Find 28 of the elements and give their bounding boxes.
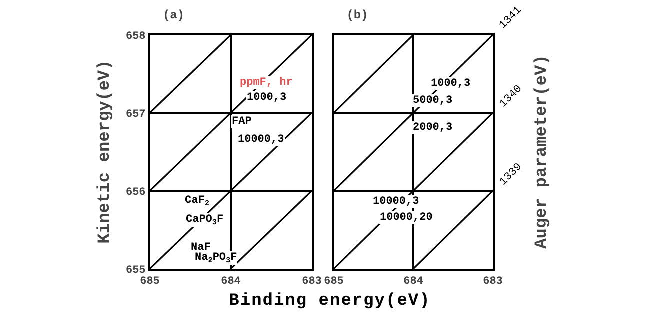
x-tick-label: 685 xyxy=(324,276,344,288)
annotation: CaPO$_{3}$F xyxy=(186,214,224,228)
chart-title: (b) xyxy=(346,8,368,22)
annotation: CaF$_{2}$ xyxy=(185,195,210,208)
y-tick-label: 658 xyxy=(126,30,146,43)
annotation: 1000,3 xyxy=(431,78,472,90)
annotation: Na$_{2}$PO$_{3}$F xyxy=(195,252,238,266)
annotation: 5000,3 xyxy=(413,95,454,107)
y-tick-label: 655 xyxy=(126,264,146,277)
annotation: 10000,3 xyxy=(373,196,420,208)
x-tick-label: 683 xyxy=(483,276,504,288)
annotation: 10000,3 xyxy=(238,134,285,146)
annotation: NaF xyxy=(191,242,211,254)
x-tick-label: 684 xyxy=(221,276,242,288)
chart-title: (a) xyxy=(162,8,185,22)
y-tick-label: 657 xyxy=(126,108,146,121)
y-axis-title: Kinetic energy(eV) xyxy=(96,60,116,244)
annotation: 1000,3 xyxy=(247,92,288,104)
x-tick-label: 685 xyxy=(140,276,160,288)
x-tick-label: 683 xyxy=(302,276,322,288)
x-tick-label: 684 xyxy=(404,276,424,288)
annotation: 10000,20 xyxy=(380,212,433,224)
y-tick-label: 656 xyxy=(126,186,146,199)
x-axis-title: Binding energy(eV) xyxy=(228,292,432,311)
annotation: 2000,3 xyxy=(413,122,454,134)
annotation: FAP xyxy=(232,116,252,128)
annotation: ppmF, hr xyxy=(240,77,293,89)
y2-axis-title: Auger parameter(eV) xyxy=(532,55,552,249)
